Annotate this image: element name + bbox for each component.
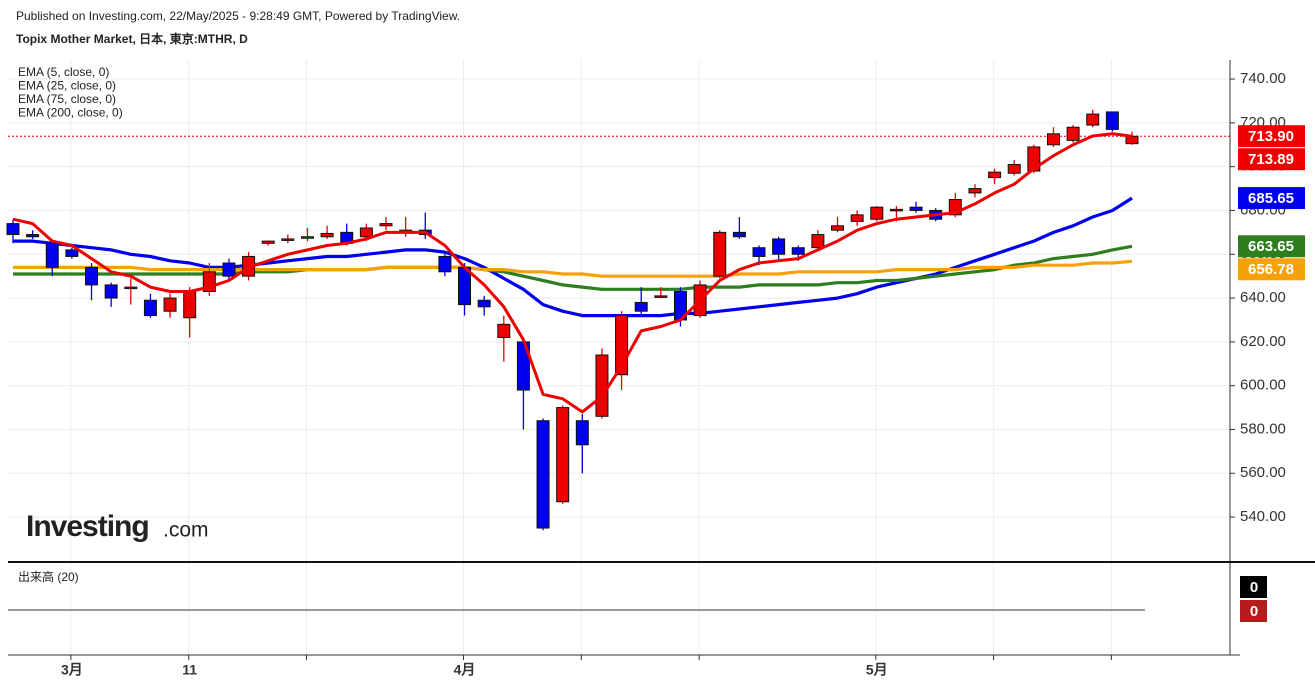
candle-body [988, 171, 1002, 179]
candle-body [1105, 111, 1119, 130]
y-tick-label: 600.00 [1240, 377, 1286, 394]
candle-body [65, 249, 79, 257]
candle-body [595, 354, 609, 417]
candle-body [222, 262, 236, 277]
candle-body [6, 223, 20, 236]
candle-body [1066, 126, 1080, 141]
x-tick-label: 11 [182, 662, 197, 678]
candle-body [359, 227, 373, 238]
labels: 540.00560.00580.00600.00620.00640.00660.… [18, 65, 1305, 678]
candle-body [143, 299, 157, 317]
price-label: 713.89 [1248, 151, 1294, 168]
volume-value: 0 [1250, 603, 1258, 620]
candle-body [654, 295, 668, 298]
y-tick-label: 580.00 [1240, 420, 1286, 437]
y-tick-label: 540.00 [1240, 508, 1286, 525]
candle-body [732, 231, 746, 238]
candle-body [772, 238, 786, 255]
x-tick-label: 3月 [61, 662, 83, 678]
ema-line [12, 132, 1133, 414]
price-box [1238, 187, 1305, 210]
chart-title: Topix Mother Market, 日本, 東京:MTHR, D [16, 31, 248, 46]
candle-body [713, 231, 727, 277]
candle-body [870, 206, 884, 220]
candle-body [811, 234, 825, 249]
candle-body [124, 286, 138, 290]
price-label: 656.78 [1248, 261, 1294, 278]
candle-body [1086, 113, 1100, 126]
price-label: 685.65 [1248, 190, 1294, 207]
price-label: 663.65 [1248, 238, 1294, 255]
candle-body [968, 188, 982, 194]
volume-box [1240, 576, 1267, 598]
watermark: Investing [26, 510, 149, 543]
ema-line [13, 244, 1133, 291]
grid [8, 60, 1235, 660]
candle-body [85, 266, 99, 286]
price-label: 713.90 [1248, 128, 1294, 145]
candle-body [281, 238, 295, 241]
volume-label: 出来高 (20) [18, 569, 79, 584]
candle-body [45, 242, 59, 268]
x-tick-label: 4月 [454, 662, 476, 678]
price-box [1238, 235, 1305, 258]
candle-body [477, 299, 491, 308]
candle-body [909, 206, 923, 211]
plot [6, 109, 1230, 531]
candle-body [536, 420, 550, 529]
candle-body [320, 232, 334, 238]
candle-body [300, 236, 314, 239]
volume-value: 0 [1250, 579, 1258, 596]
y-tick-label: 620.00 [1240, 333, 1286, 350]
ema-line [13, 259, 1133, 278]
legend-entry: EMA (200, close, 0) [18, 106, 123, 120]
y-tick-label: 560.00 [1240, 464, 1286, 481]
candle-body [379, 223, 393, 227]
candle-body [163, 297, 177, 312]
candle-body [438, 255, 452, 273]
header: Published on Investing.com, 22/May/2025 … [16, 9, 460, 23]
candle-body [850, 214, 864, 222]
price-box [1238, 148, 1305, 171]
candle-body [1125, 135, 1139, 145]
candle-body [497, 323, 511, 338]
candle-body [261, 240, 275, 244]
price-box [1238, 258, 1305, 281]
candle-body [752, 247, 766, 257]
candle-body [104, 284, 118, 299]
legend-entry: EMA (25, close, 0) [18, 79, 116, 93]
candle-body [183, 290, 197, 319]
y-tick-label: 640.00 [1240, 289, 1286, 306]
candle-body [889, 208, 903, 212]
watermark: .com [163, 519, 209, 542]
x-tick-label: 5月 [866, 662, 888, 678]
candle-body [1007, 163, 1021, 174]
y-tick-label: 740.00 [1240, 70, 1286, 87]
candle-body [556, 407, 570, 503]
candle-body [634, 301, 648, 312]
candle-body [26, 234, 40, 238]
candle-body [1046, 133, 1060, 146]
volume-box [1240, 600, 1267, 622]
candle-body [831, 225, 845, 231]
legend-entry: EMA (5, close, 0) [18, 65, 109, 79]
candle-body [791, 247, 805, 255]
legend-entry: EMA (75, close, 0) [18, 92, 116, 106]
price-box [1238, 125, 1305, 148]
candle-body [575, 420, 589, 446]
